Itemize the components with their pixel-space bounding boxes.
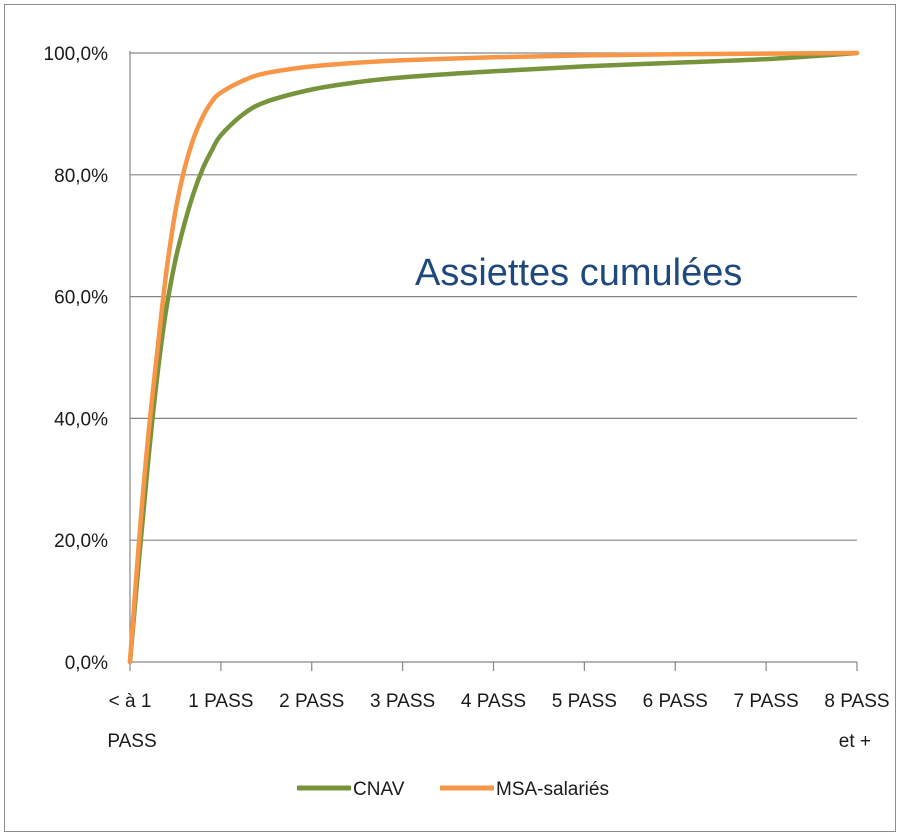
chart-svg: 0,0% 20,0% 40,0% 60,0% 80,0% 100,0% < à 1 PASS…: [44, 44, 890, 800]
legend-label: MSA-salariés: [496, 779, 609, 800]
y-tick-label: 100,0%: [44, 44, 109, 65]
series-line-cnav: [127, 50, 860, 665]
y-tick-label: 0,0%: [65, 653, 108, 674]
x-tick-label: 8 PASS: [824, 691, 889, 712]
chart-annotation: Assiettes cumulées: [415, 252, 742, 294]
x-tick-label: 6 PASS: [643, 691, 708, 712]
x-tick-label: < à 1: [109, 691, 152, 712]
y-tick-labels: 0,0% 20,0% 40,0% 60,0% 80,0% 100,0%: [44, 44, 109, 674]
grid-lines: [130, 52, 857, 541]
x-tick-label: 7 PASS: [734, 691, 799, 712]
x-tick-label: 2 PASS: [279, 691, 344, 712]
y-tick-label: 20,0%: [54, 531, 108, 552]
x-tick-labels: < à 1 PASS 1 PASS 2 PASS 3 PASS 4 PASS 5 PASS 6…: [107, 691, 889, 752]
y-tick-label: 40,0%: [54, 409, 108, 430]
axes: [129, 51, 858, 671]
series-lines: [127, 50, 860, 665]
x-tick-label: 4 PASS: [461, 691, 526, 712]
y-tick-label: 60,0%: [54, 288, 108, 309]
x-tick-label: 1 PASS: [188, 691, 253, 712]
x-tick-label: PASS: [107, 731, 156, 752]
y-tick-label: 80,0%: [54, 166, 108, 187]
series-line-msa-salari-s: [127, 50, 860, 665]
chart-frame: 0,0% 20,0% 40,0% 60,0% 80,0% 100,0% < à 1 PASS…: [4, 4, 896, 832]
x-tick-label: et +: [839, 731, 871, 752]
legend-label: CNAV: [353, 779, 405, 800]
x-tick-label: 5 PASS: [552, 691, 617, 712]
x-tick-label: 3 PASS: [370, 691, 435, 712]
legend: CNAV MSA-salariés: [297, 779, 609, 800]
